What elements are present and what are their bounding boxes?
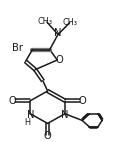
Text: N: N bbox=[54, 28, 62, 38]
Text: CH₃: CH₃ bbox=[37, 17, 52, 26]
Text: O: O bbox=[79, 96, 87, 106]
Text: O: O bbox=[44, 131, 51, 141]
Text: O: O bbox=[9, 96, 16, 106]
Text: Br: Br bbox=[12, 43, 23, 53]
Text: H: H bbox=[24, 118, 30, 127]
Text: CH₃: CH₃ bbox=[63, 18, 78, 27]
Text: N: N bbox=[27, 110, 34, 120]
Text: O: O bbox=[55, 55, 63, 65]
Text: N: N bbox=[61, 110, 69, 120]
